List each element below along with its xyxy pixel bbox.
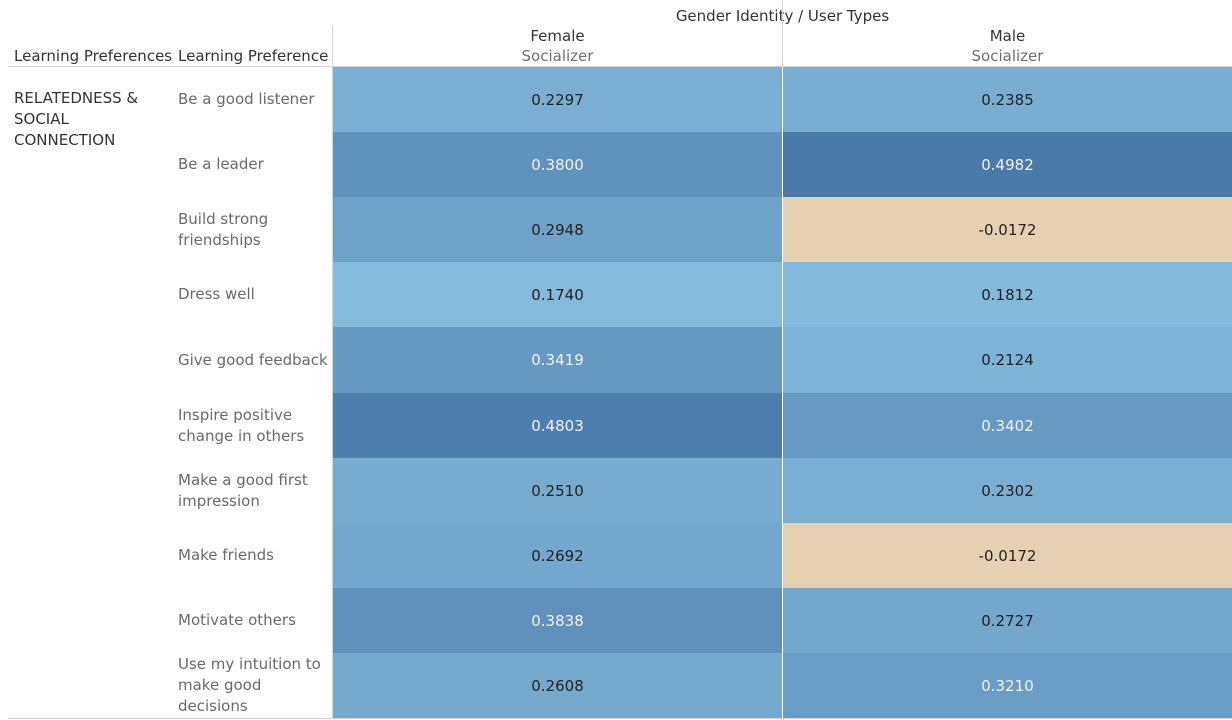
group-label: RELATEDNESS & SOCIAL CONNECTION bbox=[14, 89, 139, 149]
heatmap-cell[interactable]: 0.1812 bbox=[783, 262, 1232, 327]
row-label: Use my intuition to make good decisions bbox=[178, 655, 321, 715]
cell-value: 0.3838 bbox=[531, 611, 584, 630]
user-type-label: Socializer bbox=[521, 47, 594, 65]
row-label: Be a good listener bbox=[178, 90, 315, 108]
heatmap-cell[interactable]: 0.2302 bbox=[783, 458, 1232, 523]
heatmap-cell[interactable]: 0.3402 bbox=[783, 393, 1232, 458]
row-label: Give good feedback bbox=[178, 350, 328, 369]
cell-value: 0.1812 bbox=[981, 285, 1034, 304]
heatmap-cell[interactable]: 0.2124 bbox=[783, 327, 1232, 393]
cell-value: 0.2727 bbox=[981, 611, 1034, 630]
heatmap-cell[interactable]: 0.2608 bbox=[333, 653, 782, 718]
cell-value: 0.2692 bbox=[531, 546, 584, 565]
cell-value: 0.3800 bbox=[531, 155, 584, 174]
cell-value: 0.3210 bbox=[981, 676, 1034, 695]
cell-value: 0.2297 bbox=[531, 90, 584, 109]
heatmap-cell[interactable]: 0.4803 bbox=[333, 393, 782, 458]
user-type-label: Socializer bbox=[971, 47, 1044, 65]
gender-label: Male bbox=[989, 27, 1026, 45]
bottom-divider bbox=[8, 718, 1232, 719]
row-label: Be a leader bbox=[178, 155, 264, 173]
column-header-male: Male Socializer bbox=[783, 26, 1232, 66]
heatmap-cell[interactable]: -0.0172 bbox=[783, 197, 1232, 262]
heatmap-cell[interactable]: 0.3210 bbox=[783, 653, 1232, 718]
cell-value: 0.1740 bbox=[531, 285, 584, 304]
row-header-learning-preferences: Learning Preferences bbox=[14, 47, 173, 65]
heatmap-cell[interactable]: 0.3419 bbox=[333, 327, 782, 393]
heatmap-cell[interactable]: 0.2510 bbox=[333, 458, 782, 523]
cell-value: 0.3419 bbox=[531, 351, 584, 369]
header-divider bbox=[8, 66, 1232, 67]
row-label: Make friends bbox=[178, 546, 274, 564]
cell-value: 0.2124 bbox=[981, 351, 1034, 369]
cell-value: 0.2948 bbox=[531, 220, 584, 239]
cell-value: -0.0172 bbox=[978, 220, 1037, 239]
row-label: Motivate others bbox=[178, 611, 296, 629]
gender-label: Female bbox=[530, 27, 585, 45]
heatmap-cell[interactable]: 0.3800 bbox=[333, 132, 782, 197]
heatmap-cell[interactable]: -0.0172 bbox=[783, 523, 1232, 588]
row-header-divider bbox=[332, 26, 333, 718]
row-label: Build strong friendships bbox=[178, 209, 269, 249]
heatmap-cell[interactable]: 0.2948 bbox=[333, 197, 782, 262]
heatmap-cell[interactable]: 0.2297 bbox=[333, 67, 782, 132]
row-label: Dress well bbox=[178, 285, 255, 303]
row-header-learning-preference-detail: Learning Preference.. bbox=[178, 47, 330, 65]
cell-value: 0.2608 bbox=[531, 676, 584, 695]
heatmap-cell[interactable]: 0.3838 bbox=[333, 588, 782, 653]
cell-value: 0.2385 bbox=[981, 90, 1034, 109]
cell-value: -0.0172 bbox=[978, 546, 1037, 565]
row-label: Inspire positive change in others bbox=[178, 405, 305, 445]
cell-value: 0.3402 bbox=[981, 416, 1034, 435]
heatmap-cell[interactable]: 0.4982 bbox=[783, 132, 1232, 197]
column-header-female: Female Socializer bbox=[333, 26, 782, 66]
cell-value: 0.2302 bbox=[981, 481, 1034, 500]
column-divider bbox=[782, 0, 783, 66]
cell-value: 0.2510 bbox=[531, 481, 584, 500]
heatmap-cell[interactable]: 0.2385 bbox=[783, 67, 1232, 132]
heatmap-cell[interactable]: 0.2692 bbox=[333, 523, 782, 588]
heatmap-cell[interactable]: 0.1740 bbox=[333, 262, 782, 327]
heatmap-cell[interactable]: 0.2727 bbox=[783, 588, 1232, 653]
row-label: Make a good first impression bbox=[178, 470, 308, 510]
cell-value: 0.4982 bbox=[981, 155, 1034, 174]
cell-value: 0.4803 bbox=[531, 416, 584, 435]
